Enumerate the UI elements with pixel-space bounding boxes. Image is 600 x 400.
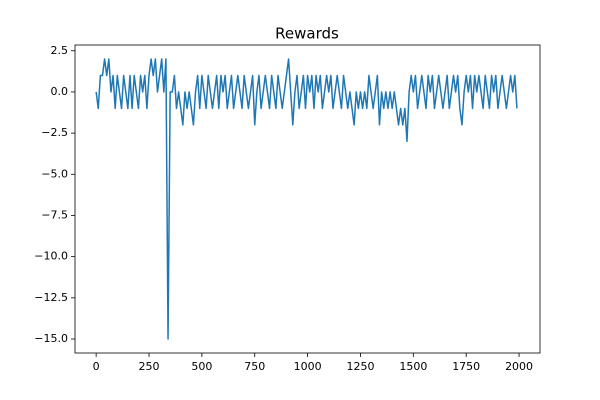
plot-frame <box>74 44 541 354</box>
y-tick-label: −15.0 <box>34 332 68 345</box>
y-tick-label: 2.5 <box>51 44 69 57</box>
x-tick-label: 1000 <box>294 360 322 373</box>
y-tick-label: −10.0 <box>34 250 68 263</box>
y-tick-label: −12.5 <box>34 291 68 304</box>
chart-title: Rewards <box>275 25 339 43</box>
y-tick-label: −7.5 <box>41 208 68 221</box>
y-tick-label: −5.0 <box>41 167 68 180</box>
x-tick-label: 1750 <box>452 360 480 373</box>
line <box>95 58 518 340</box>
x-tick-label: 1500 <box>399 360 427 373</box>
x-tick-label: 0 <box>93 360 100 373</box>
x-tick-label: 500 <box>191 360 212 373</box>
x-tick-label: 250 <box>139 360 160 373</box>
y-tick-label: −2.5 <box>41 126 68 139</box>
y-tick-label: 0.0 <box>51 85 69 98</box>
x-tick-label: 750 <box>244 360 265 373</box>
x-tick-label: 2000 <box>505 360 533 373</box>
x-tick-label: 1250 <box>346 360 374 373</box>
